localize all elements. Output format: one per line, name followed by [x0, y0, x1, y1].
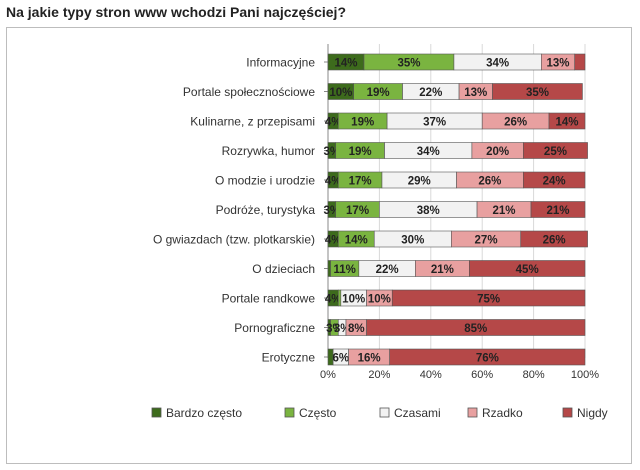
data-label: 13%: [546, 58, 569, 70]
legend-label: Często: [299, 406, 337, 420]
bar-segment-nigdy: [389, 348, 586, 366]
data-label: 19%: [367, 87, 390, 99]
data-label: 14%: [334, 58, 357, 70]
data-label: 26%: [543, 235, 566, 247]
data-label: 37%: [423, 117, 446, 129]
category-label: Informacyjne: [246, 56, 315, 70]
chart-title: Na jakie typy stron www wchodzi Pani naj…: [6, 4, 346, 20]
x-tick-label: 40%: [420, 369, 442, 381]
data-label: 14%: [555, 117, 578, 129]
legend-swatch-nigdy: [562, 407, 573, 418]
bar-segment-nigdy: [366, 319, 586, 336]
data-label: 19%: [349, 146, 372, 158]
data-label: 35%: [397, 58, 420, 70]
legend-swatch-rzadko: [467, 407, 478, 418]
data-label: 17%: [349, 176, 372, 188]
category-label: Portale randkowe: [222, 292, 316, 306]
bar-segment-nigdy: [492, 83, 583, 100]
x-tick-label: 100%: [571, 369, 599, 381]
legend-label: Czasami: [394, 406, 441, 420]
data-label: 22%: [376, 264, 399, 276]
category-label: Rozrywka, humor: [222, 144, 315, 158]
bar-segment-nigdy: [574, 53, 586, 71]
data-label: 21%: [431, 264, 454, 276]
x-tick-label: 80%: [523, 369, 545, 381]
category-label: Kulinarne, z przepisami: [190, 115, 315, 129]
bar-segment-nigdy: [530, 201, 586, 218]
category-label: O modzie i urodzie: [215, 174, 315, 188]
legend-swatch-czesto: [284, 407, 295, 418]
data-label: 29%: [408, 176, 431, 188]
bar-segment-nigdy: [391, 289, 586, 307]
data-label: 16%: [358, 353, 381, 365]
bar-segment-nigdy: [523, 142, 588, 159]
data-label: 27%: [475, 235, 498, 247]
data-label: 10%: [368, 294, 391, 306]
data-label: 19%: [351, 117, 374, 129]
data-label: 76%: [476, 353, 499, 365]
data-label: 75%: [477, 294, 500, 306]
data-label: 21%: [493, 205, 516, 217]
data-label: 38%: [417, 205, 440, 217]
x-tick-label: 20%: [368, 369, 390, 381]
category-label: Pornograficzne: [234, 321, 315, 335]
category-label: Podróże, turystyka: [216, 203, 316, 217]
data-label: 20%: [486, 146, 509, 158]
category-label: O gwiazdach (tzw. plotkarskie): [153, 233, 315, 247]
x-tick-label: 0%: [320, 369, 336, 381]
bar-segment-nigdy: [523, 171, 586, 189]
legend-label: Rzadko: [482, 406, 523, 420]
chart-frame: [6, 27, 632, 464]
legend-swatch-czasami: [379, 407, 390, 418]
data-label: 4%: [325, 176, 342, 188]
legend-swatch-bardzo-czesto: [151, 407, 162, 418]
category-label: Erotyczne: [262, 351, 316, 365]
data-label: 45%: [516, 264, 539, 276]
data-label: 10%: [329, 87, 352, 99]
data-label: 26%: [504, 117, 527, 129]
data-label: 11%: [334, 264, 356, 276]
data-label: 85%: [464, 323, 487, 335]
bar-segment-nigdy: [548, 112, 586, 130]
data-label: 25%: [544, 146, 567, 158]
data-label: 6%: [333, 353, 350, 365]
data-label: 14%: [345, 235, 368, 247]
data-label: 34%: [417, 146, 440, 158]
category-label: O dzieciach: [252, 262, 315, 276]
data-label: 13%: [464, 87, 487, 99]
bar-segment-nigdy: [469, 260, 586, 277]
data-label: 8%: [348, 323, 365, 335]
data-label: 35%: [526, 87, 549, 99]
legend-label: Nigdy: [577, 406, 608, 420]
data-label: 34%: [486, 58, 509, 70]
data-label: 21%: [546, 205, 569, 217]
data-label: 30%: [401, 235, 424, 247]
category-label: Portale społecznościowe: [183, 85, 315, 99]
bar-segment-czesto: [337, 289, 342, 307]
data-label: 17%: [346, 205, 369, 217]
data-label: 4%: [325, 235, 342, 247]
data-label: 24%: [543, 176, 566, 188]
data-label: 10%: [342, 294, 365, 306]
data-label: 4%: [325, 117, 342, 129]
data-label: 26%: [478, 176, 501, 188]
data-label: 4%: [325, 294, 342, 306]
x-tick-label: 60%: [471, 369, 493, 381]
bar-segment-bardzo-czesto: [327, 260, 331, 277]
data-label: 22%: [419, 87, 442, 99]
bar-segment-nigdy: [520, 230, 588, 248]
legend-label: Bardzo często: [166, 406, 242, 420]
